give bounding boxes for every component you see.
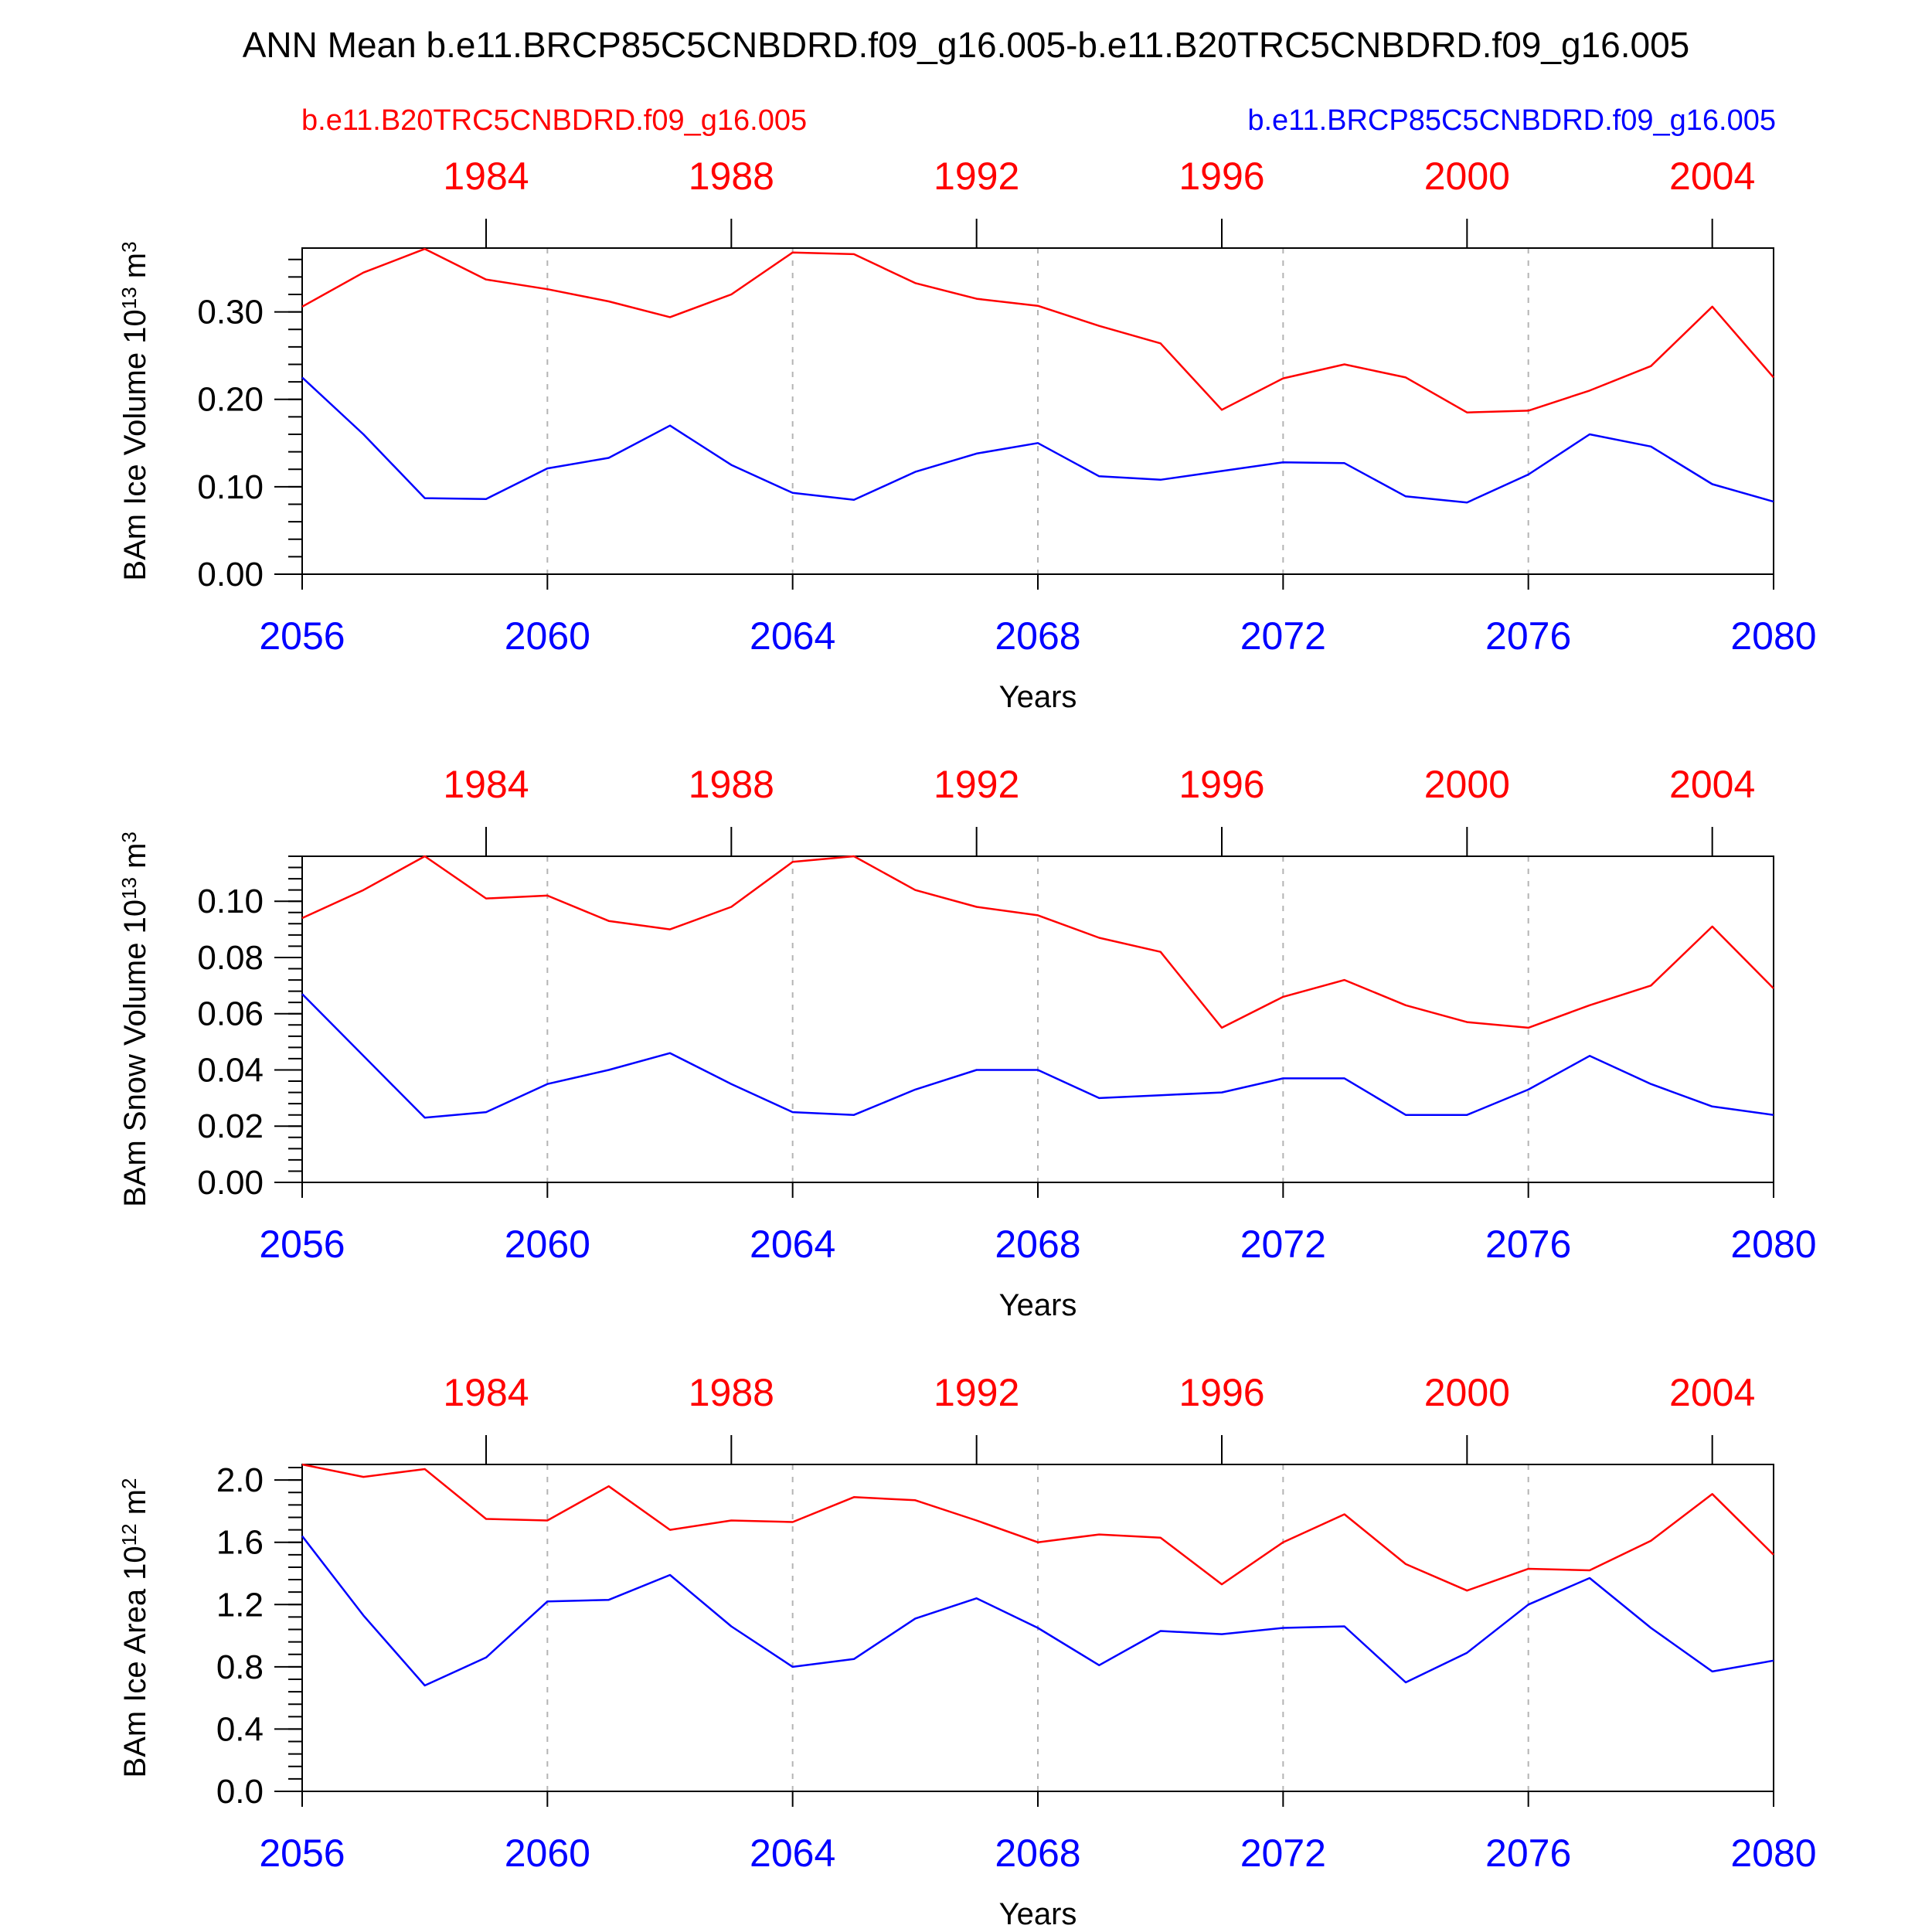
y-tick-label: 0.04 bbox=[197, 1051, 264, 1089]
x-top-tick-label: 1992 bbox=[934, 155, 1019, 198]
x-top-tick-label: 2004 bbox=[1669, 763, 1755, 806]
x-bottom-tick-label: 2064 bbox=[750, 1832, 835, 1875]
y-tick-label: 0.0 bbox=[216, 1773, 264, 1811]
series-line-blue bbox=[301, 993, 1774, 1119]
x-top-tick-label: 1996 bbox=[1179, 1371, 1264, 1414]
series-line-blue bbox=[301, 376, 1774, 504]
x-top-tick-label: 2004 bbox=[1669, 1371, 1755, 1414]
y-tick-label: 0.4 bbox=[216, 1710, 264, 1748]
y-tick-label: 1.2 bbox=[216, 1586, 264, 1624]
x-top-tick-label: 2000 bbox=[1424, 763, 1510, 806]
y-tick-label: 0.02 bbox=[197, 1107, 264, 1145]
y-tick-label: 0.00 bbox=[197, 556, 264, 594]
y-tick-label: 0.10 bbox=[197, 883, 264, 920]
x-top-tick-label: 1984 bbox=[443, 763, 529, 806]
x-top-tick-label: 1996 bbox=[1179, 155, 1264, 198]
y-tick-label: 0.06 bbox=[197, 995, 264, 1033]
x-bottom-tick-label: 2072 bbox=[1240, 614, 1326, 658]
y-tick-label: 0.10 bbox=[197, 468, 264, 506]
plot-frame bbox=[301, 1464, 1774, 1792]
y-tick-label: 0.8 bbox=[216, 1648, 264, 1686]
x-top-tick-label: 1988 bbox=[689, 1371, 774, 1414]
x-axis-label: Years bbox=[999, 1288, 1077, 1322]
x-bottom-tick-label: 2060 bbox=[505, 1832, 590, 1875]
x-bottom-tick-label: 2068 bbox=[995, 614, 1080, 658]
chart-title: ANN Mean b.e11.BRCP85C5CNBDRD.f09_g16.00… bbox=[243, 25, 1690, 65]
x-axis-label: Years bbox=[999, 1897, 1077, 1931]
x-bottom-tick-label: 2056 bbox=[259, 1832, 345, 1875]
series-line-red bbox=[301, 1463, 1774, 1592]
x-bottom-tick-label: 2056 bbox=[259, 614, 345, 658]
x-axis-label: Years bbox=[999, 680, 1077, 714]
plot-frame bbox=[301, 247, 1774, 575]
x-top-tick-label: 1988 bbox=[689, 763, 774, 806]
series-line-blue bbox=[301, 1535, 1774, 1687]
plot-frame bbox=[301, 855, 1774, 1183]
chart-panels: 2056 2060 2064 2068 2072 2076 2080 1984 1988 1992… bbox=[117, 155, 1816, 1931]
x-bottom-tick-label: 2060 bbox=[505, 614, 590, 658]
x-top-tick-label: 2004 bbox=[1669, 155, 1755, 198]
x-top-tick-label: 1984 bbox=[443, 155, 529, 198]
x-bottom-tick-label: 2072 bbox=[1240, 1832, 1326, 1875]
panel-3: 2056 2060 2064 2068 2072 2076 2080 1984 1988 1992… bbox=[117, 1371, 1816, 1931]
x-top-tick-label: 1996 bbox=[1179, 763, 1264, 806]
reference-label-left: b.e11.B20TRC5CNBDRD.f09_g16.005 bbox=[301, 104, 807, 137]
y-tick-label: 0.20 bbox=[197, 381, 264, 419]
x-bottom-tick-label: 2056 bbox=[259, 1223, 345, 1266]
x-bottom-tick-label: 2064 bbox=[750, 614, 835, 658]
panel-2: 2056 2060 2064 2068 2072 2076 2080 1984 1988 1992… bbox=[117, 763, 1816, 1322]
y-tick-label: 0.00 bbox=[197, 1164, 264, 1202]
series-line-red bbox=[301, 247, 1774, 413]
series-line-red bbox=[301, 855, 1774, 1029]
x-top-tick-label: 1984 bbox=[443, 1371, 529, 1414]
x-bottom-tick-label: 2068 bbox=[995, 1832, 1080, 1875]
x-top-tick-label: 1988 bbox=[689, 155, 774, 198]
x-top-tick-label: 2000 bbox=[1424, 155, 1510, 198]
y-axis-label: BAm Snow Volume 1013 m3 bbox=[117, 832, 152, 1207]
x-bottom-tick-label: 2076 bbox=[1485, 1832, 1571, 1875]
reference-label-right: b.e11.BRCP85C5CNBDRD.f09_g16.005 bbox=[1247, 104, 1776, 137]
y-tick-label: 0.30 bbox=[197, 294, 264, 332]
x-bottom-tick-label: 2076 bbox=[1485, 614, 1571, 658]
y-axis-label: BAm Ice Volume 1013 m3 bbox=[117, 241, 152, 580]
y-tick-label: 2.0 bbox=[216, 1461, 264, 1499]
y-tick-label: 1.6 bbox=[216, 1524, 264, 1562]
x-bottom-tick-label: 2060 bbox=[505, 1223, 590, 1266]
x-top-tick-label: 1992 bbox=[934, 763, 1019, 806]
x-bottom-tick-label: 2080 bbox=[1730, 1832, 1816, 1875]
x-bottom-tick-label: 2064 bbox=[750, 1223, 835, 1266]
x-bottom-tick-label: 2076 bbox=[1485, 1223, 1571, 1266]
x-top-tick-label: 1992 bbox=[934, 1371, 1019, 1414]
x-top-tick-label: 2000 bbox=[1424, 1371, 1510, 1414]
x-bottom-tick-label: 2068 bbox=[995, 1223, 1080, 1266]
x-bottom-tick-label: 2080 bbox=[1730, 614, 1816, 658]
panel-1: 2056 2060 2064 2068 2072 2076 2080 1984 1988 1992… bbox=[117, 155, 1816, 714]
y-axis-label: BAm Ice Area 1012 m2 bbox=[117, 1478, 152, 1778]
x-bottom-tick-label: 2080 bbox=[1730, 1223, 1816, 1266]
y-tick-label: 0.08 bbox=[197, 939, 264, 977]
x-bottom-tick-label: 2072 bbox=[1240, 1223, 1326, 1266]
